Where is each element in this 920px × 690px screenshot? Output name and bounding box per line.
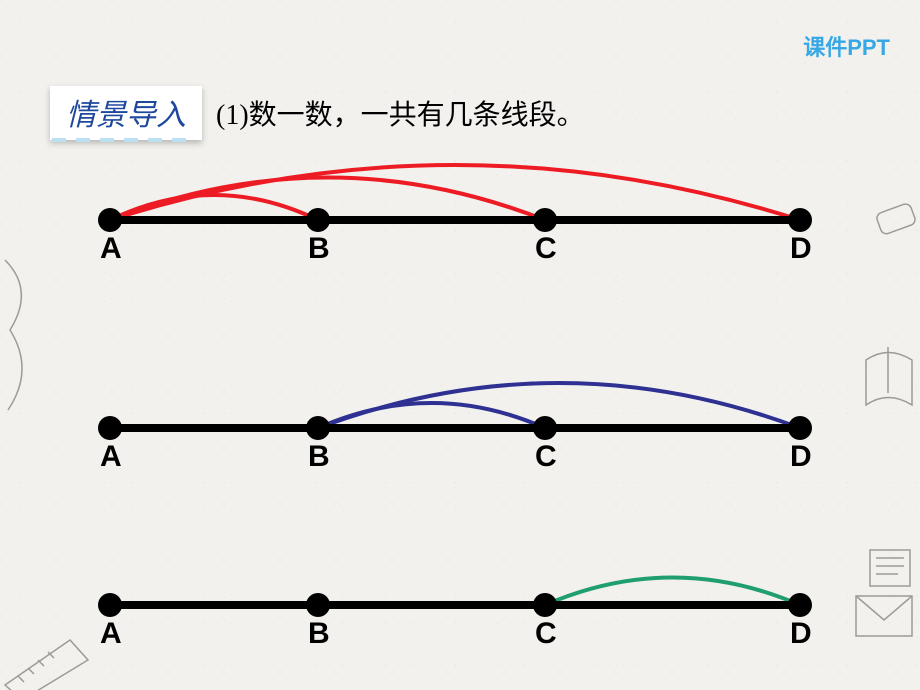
point-C-g2 [533, 593, 557, 617]
point-label-C-g2: C [535, 617, 557, 650]
point-label-A-g2: A [100, 617, 122, 650]
point-D-g2 [788, 593, 812, 617]
point-C-g0 [533, 208, 557, 232]
point-A-g0 [98, 208, 122, 232]
point-label-A-g1: A [100, 440, 122, 473]
point-B-g0 [306, 208, 330, 232]
arc-C-D [545, 578, 800, 606]
point-label-C-g0: C [535, 232, 557, 265]
point-label-D-g0: D [790, 232, 812, 265]
point-label-B-g1: B [308, 440, 330, 473]
point-label-C-g1: C [535, 440, 557, 473]
point-A-g2 [98, 593, 122, 617]
doodle-envelope [850, 540, 920, 660]
point-A-g1 [98, 416, 122, 440]
doodle-book [860, 345, 920, 445]
doodle-eraser [860, 190, 920, 270]
point-label-B-g2: B [308, 617, 330, 650]
doodle-left-1 [0, 250, 40, 450]
point-B-g2 [306, 593, 330, 617]
point-B-g1 [306, 416, 330, 440]
point-D-g1 [788, 416, 812, 440]
point-label-D-g2: D [790, 617, 812, 650]
point-label-D-g1: D [790, 440, 812, 473]
point-label-A-g0: A [100, 232, 122, 265]
point-D-g0 [788, 208, 812, 232]
arc-B-D [318, 383, 800, 428]
diagram-stage: A B C D A B C D A B C D [0, 0, 920, 690]
point-label-B-g0: B [308, 232, 330, 265]
doodle-ruler [0, 630, 90, 690]
point-C-g1 [533, 416, 557, 440]
